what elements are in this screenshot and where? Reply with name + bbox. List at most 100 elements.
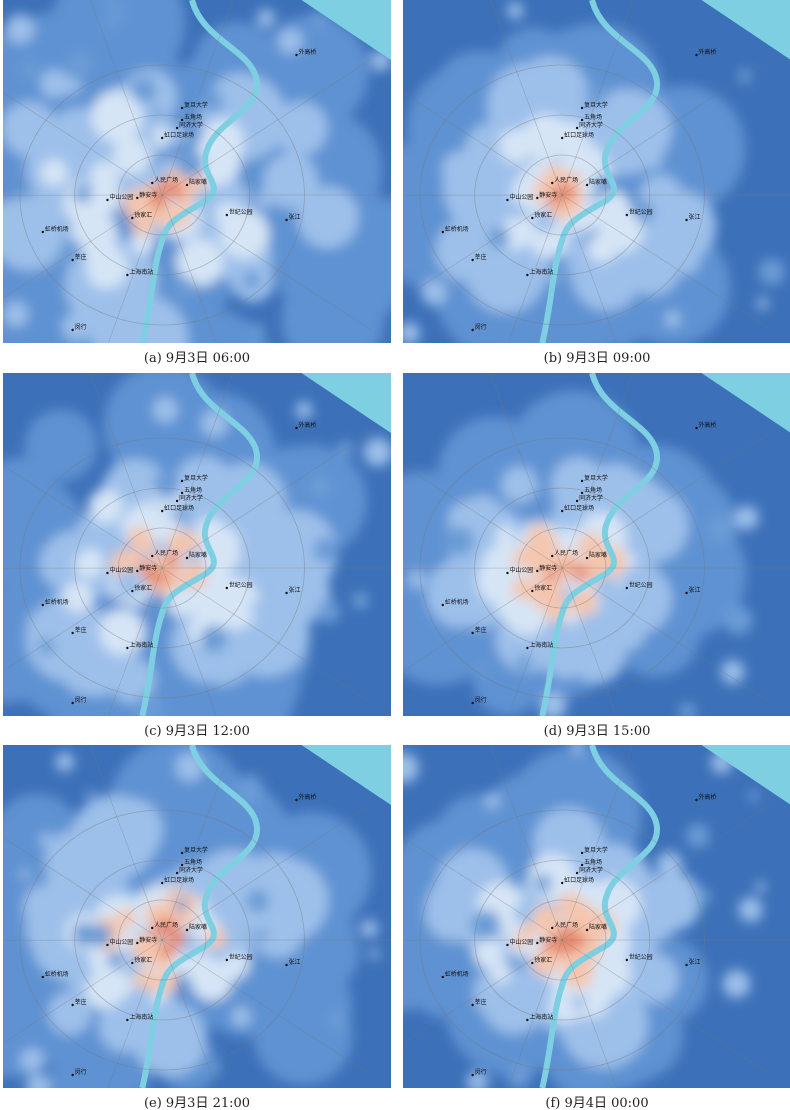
place-label: 世纪公园 bbox=[229, 953, 253, 961]
road bbox=[561, 745, 634, 941]
place-label: 人民广场 bbox=[154, 549, 178, 557]
ring-road bbox=[118, 154, 207, 236]
road bbox=[161, 567, 217, 716]
heat-blob bbox=[516, 654, 532, 670]
ring-road bbox=[74, 859, 251, 1021]
place-label: 虹口足球场 bbox=[564, 131, 594, 139]
road bbox=[403, 837, 563, 941]
heat-blob bbox=[550, 457, 607, 513]
heat-blob bbox=[755, 882, 766, 893]
place-dot bbox=[580, 479, 584, 483]
heat-blob bbox=[281, 268, 385, 343]
place-label: 莘庄 bbox=[75, 253, 87, 261]
heat-blob bbox=[235, 774, 264, 803]
heat-blob bbox=[531, 948, 560, 977]
heat-blob bbox=[641, 148, 663, 170]
heat-blob bbox=[674, 248, 700, 274]
road bbox=[561, 939, 617, 1088]
heat-blob bbox=[565, 198, 583, 216]
heat-layer bbox=[3, 373, 391, 716]
heat-blob bbox=[114, 4, 127, 17]
ring-road bbox=[518, 899, 607, 981]
place-label: 张江 bbox=[289, 958, 301, 966]
heat-blob bbox=[249, 600, 265, 616]
place-label: 闵行 bbox=[475, 323, 487, 331]
road bbox=[561, 803, 772, 941]
place-label: 五角场 bbox=[584, 486, 602, 494]
heat-blob bbox=[555, 564, 563, 572]
heat-blob bbox=[445, 526, 474, 556]
heat-blob bbox=[122, 549, 143, 570]
sea bbox=[301, 0, 391, 60]
heat-blob bbox=[128, 986, 152, 1010]
heat-blob bbox=[107, 951, 125, 969]
heat-blob bbox=[295, 401, 313, 419]
heat-blob bbox=[501, 466, 538, 504]
ring-road bbox=[474, 487, 651, 649]
place-label: 闵行 bbox=[475, 1068, 487, 1076]
road bbox=[561, 194, 617, 343]
place-dot bbox=[536, 569, 539, 573]
caption: (d) 9月3日 15:00 bbox=[543, 724, 651, 739]
heat-blob bbox=[617, 130, 643, 156]
heat-blob bbox=[62, 1005, 78, 1021]
road bbox=[561, 0, 634, 196]
place-dot bbox=[180, 491, 184, 495]
place-dot bbox=[41, 975, 44, 979]
heat-blob bbox=[5, 14, 35, 44]
road bbox=[3, 465, 163, 569]
heat-blob bbox=[151, 107, 163, 119]
place-label: 复旦大学 bbox=[184, 846, 208, 854]
place-label: 徐家汇 bbox=[134, 211, 152, 219]
place-label: 徐家汇 bbox=[534, 956, 552, 964]
place-dot bbox=[551, 181, 554, 185]
road bbox=[403, 194, 563, 299]
ring-road bbox=[419, 809, 705, 1071]
place-dot bbox=[585, 183, 589, 187]
heat-blob bbox=[209, 1061, 222, 1074]
place-label: 静安寺 bbox=[139, 564, 157, 572]
place-dot bbox=[536, 196, 539, 200]
heat-blob bbox=[277, 118, 301, 142]
heat-blob bbox=[25, 905, 75, 954]
heat-blob bbox=[40, 159, 68, 187]
sea bbox=[301, 373, 391, 433]
heat-blob bbox=[85, 246, 129, 289]
heat-blob bbox=[510, 552, 525, 567]
heat-blob bbox=[24, 409, 98, 482]
place-dot bbox=[585, 928, 589, 932]
heat-blob bbox=[507, 2, 524, 19]
heat-blob bbox=[164, 551, 180, 567]
heat-blob bbox=[403, 753, 419, 783]
place-label: 闵行 bbox=[475, 696, 487, 704]
heat-blob bbox=[587, 233, 618, 263]
place-label: 世纪公园 bbox=[229, 208, 253, 216]
place-dot bbox=[471, 701, 474, 705]
heat-blob bbox=[149, 926, 162, 939]
heat-blob bbox=[267, 561, 330, 624]
heat-blob bbox=[484, 793, 500, 809]
place-dot bbox=[131, 589, 134, 593]
heat-blob bbox=[561, 938, 576, 954]
place-label: 同济大学 bbox=[579, 494, 603, 502]
place-dot bbox=[106, 943, 109, 947]
caption: (c) 9月3日 12:00 bbox=[144, 724, 250, 739]
heat-blob bbox=[443, 143, 532, 233]
heat-blob bbox=[62, 581, 94, 613]
heat-blob bbox=[541, 939, 554, 952]
road bbox=[3, 939, 163, 1044]
ring-road bbox=[19, 64, 305, 326]
ring-road bbox=[74, 487, 251, 649]
heat-blob bbox=[571, 994, 587, 1010]
heat-blob bbox=[73, 185, 92, 203]
heat-blob bbox=[61, 312, 91, 342]
heat-blob bbox=[461, 495, 504, 538]
heat-blob bbox=[200, 119, 245, 164]
heat-blob bbox=[470, 910, 501, 941]
heat-blob bbox=[369, 948, 380, 959]
heat-blob bbox=[748, 790, 760, 802]
place-label: 中山公园 bbox=[509, 938, 533, 946]
place-label: 上海南站 bbox=[529, 268, 553, 276]
